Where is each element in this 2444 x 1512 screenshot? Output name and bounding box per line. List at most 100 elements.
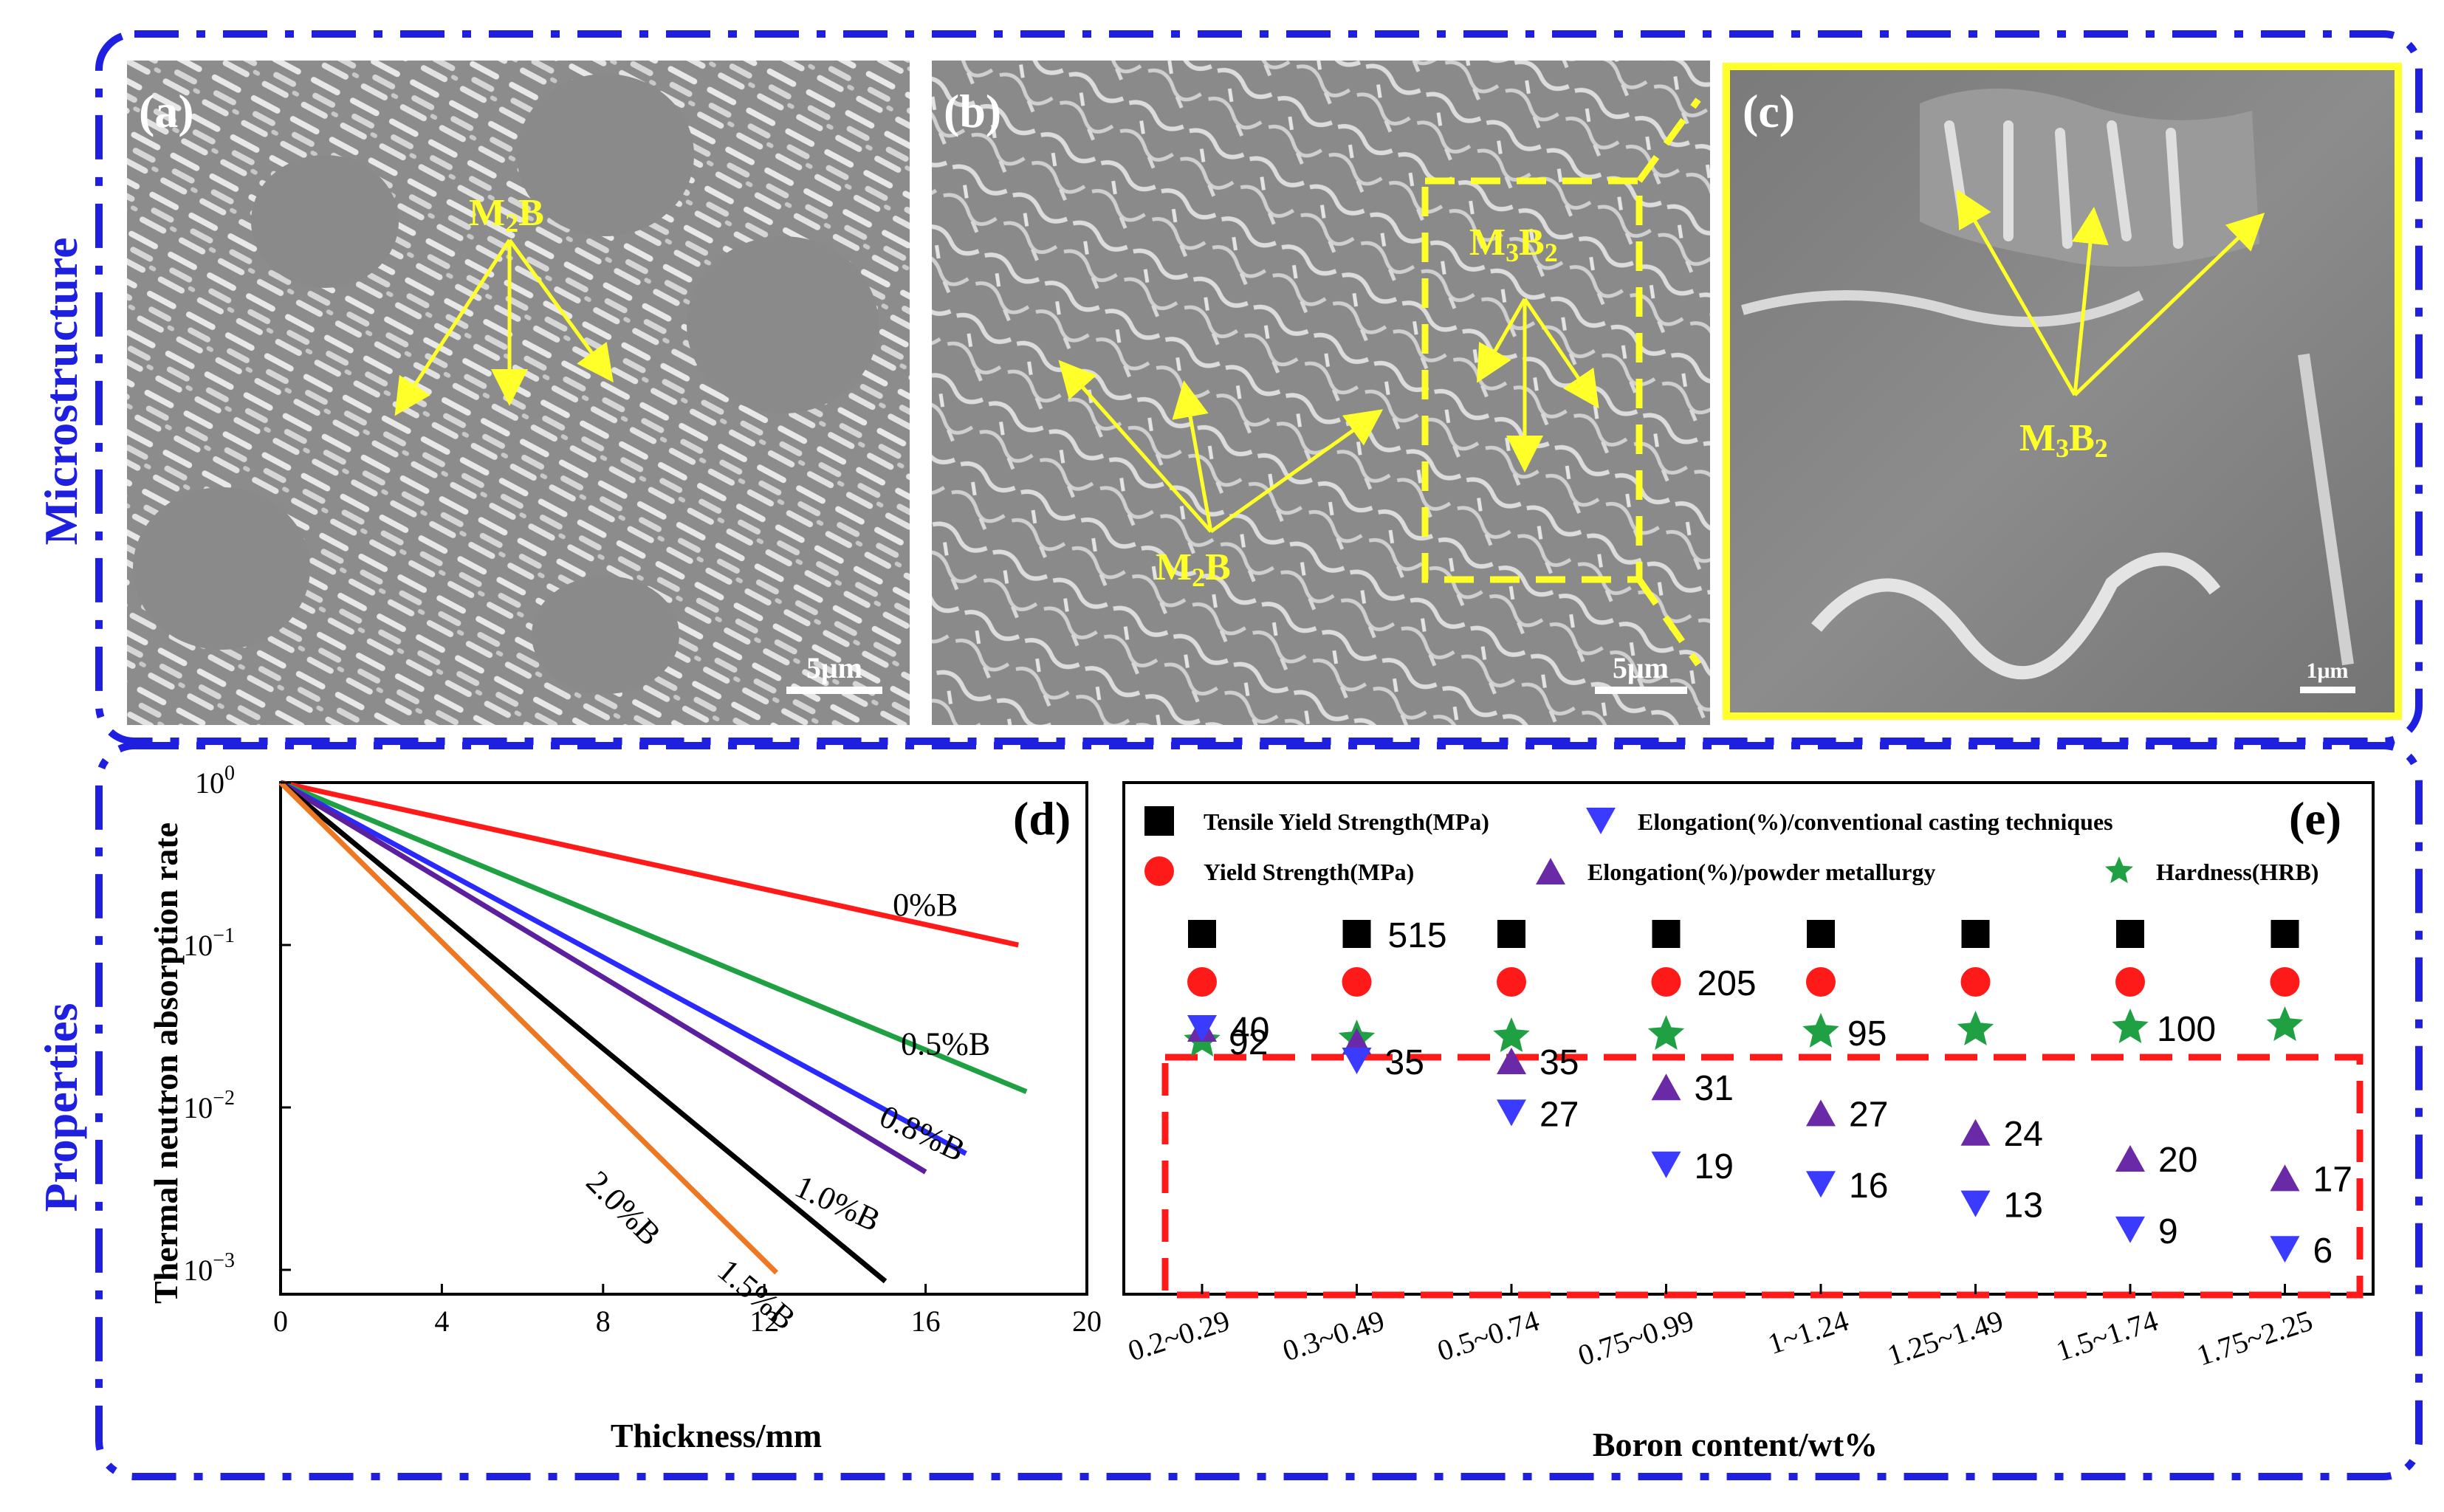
panel-e-tys-6 xyxy=(2116,920,2144,948)
panel-e-ys-0 xyxy=(1187,967,1217,997)
panel-e-elp-label-4: 27 xyxy=(1849,1095,1888,1134)
panel-c-phase-label: M3B2 xyxy=(2019,417,2108,463)
panel-e-elp-label-2: 35 xyxy=(1539,1043,1579,1082)
panel-e-hrb-label-0: 92 xyxy=(1229,1023,1268,1062)
panel-e-tys-0 xyxy=(1188,920,1216,948)
panel-e-hrb-label-6: 100 xyxy=(2157,1010,2216,1049)
panel-e-legend-ys: Yield Strength(MPa) xyxy=(1204,859,1414,885)
panel-e-elc-7 xyxy=(2270,1236,2300,1263)
panel-e-legend-marker-elc xyxy=(1586,808,1616,834)
panel-e-xtick-6: 1.5~1.74 xyxy=(2052,1304,2162,1368)
panel-b-phase2-label: M3B2 xyxy=(1469,221,1558,267)
panel-e-ys-7 xyxy=(2270,967,2300,997)
panel-e-elc-5 xyxy=(1960,1190,1991,1217)
panel-e-elc-label-6: 9 xyxy=(2158,1212,2178,1251)
panel-d-ytick-1: 10−1 xyxy=(183,924,235,962)
panel-b-micrograph: (b) M3B2 M2B 5μm xyxy=(932,61,1710,725)
panel-e-elc-label-7: 6 xyxy=(2313,1231,2333,1271)
panel-d-series-4 xyxy=(278,780,888,1284)
panel-e-elc-3 xyxy=(1651,1151,1681,1178)
panel-d-xtick-3: 12 xyxy=(749,1305,779,1338)
panel-e-chart: (e) Tensile Yield Strength(MPa) Elongatio… xyxy=(1122,781,2375,1463)
panel-e-tys-2 xyxy=(1497,920,1525,948)
panel-e-elc-1 xyxy=(1342,1048,1372,1074)
section-title-properties: Properties xyxy=(35,1003,87,1212)
panel-e-elp-7 xyxy=(2270,1164,2300,1192)
panel-e-elc-label-2: 27 xyxy=(1539,1095,1579,1134)
panel-d-ylabel: Thermal neutron absorption rate xyxy=(147,822,185,1304)
panel-c-scale-text: 1μm xyxy=(2307,659,2349,683)
panel-e-ys-3 xyxy=(1651,967,1681,997)
panel-e-xtick-3: 0.75~0.99 xyxy=(1574,1304,1698,1372)
panel-e-xtick-1: 0.3~0.49 xyxy=(1279,1304,1389,1368)
panel-d-xtick-5: 20 xyxy=(1072,1305,1102,1338)
panel-e-tys-3 xyxy=(1652,920,1681,948)
panel-e-elp-4 xyxy=(1806,1099,1836,1127)
panel-e-tys-7 xyxy=(2270,920,2299,948)
panel-c-arrow-left xyxy=(1957,189,2077,396)
panel-c-arrow-mid xyxy=(2072,207,2109,396)
panel-e-legend-hrb: Hardness(HRB) xyxy=(2156,859,2318,885)
panel-e-ys-2 xyxy=(1497,967,1526,997)
panel-b-scale-text: 5μm xyxy=(1613,651,1669,684)
panel-e-elp-label-0: 40 xyxy=(1230,1011,1269,1050)
panel-d-series-0 xyxy=(280,780,1019,948)
panel-e-legend-elp: Elongation(%)/powder metallurgy xyxy=(1587,859,1935,885)
panel-b-zoom-line-bottom xyxy=(1636,577,1701,667)
section-title-microstructure: Microstructure xyxy=(35,237,87,545)
panel-e-ys-6 xyxy=(2115,967,2145,997)
panel-e-xtick-4: 1~1.24 xyxy=(1764,1304,1853,1361)
panel-e-elp-label-6: 20 xyxy=(2158,1141,2197,1180)
panel-c-micrograph: (c) M3B2 1μm xyxy=(1723,63,2402,720)
panel-d-xtick-4: 16 xyxy=(911,1305,941,1338)
panel-e-elc-label-5: 13 xyxy=(2004,1186,2043,1226)
panel-e-elc-label-1: 35 xyxy=(1385,1043,1424,1082)
panel-d-xlabel: Thickness/mm xyxy=(611,1417,822,1454)
panel-e-ys-4 xyxy=(1806,967,1836,997)
panel-e-ys-1 xyxy=(1342,967,1372,997)
panel-e-frame xyxy=(1122,781,2375,1296)
panel-e-elc-label-3: 19 xyxy=(1695,1147,1734,1186)
panel-d-series-label-1: 0.5%B xyxy=(901,1026,990,1062)
panel-c-scale-bar xyxy=(2300,687,2355,693)
panel-c-label: (c) xyxy=(1743,85,1795,137)
panel-b-zoom-box xyxy=(1421,177,1643,583)
panel-e-elp-2 xyxy=(1497,1048,1526,1074)
panel-e-tys-1 xyxy=(1342,920,1371,948)
panel-e-tys-label-1: 515 xyxy=(1388,916,1447,955)
panel-e-hrb-4 xyxy=(1802,1013,1839,1048)
panel-e-elp-6 xyxy=(2115,1145,2145,1172)
panel-e-ys-5 xyxy=(1960,967,1991,997)
panel-e-xlabel: Boron content/wt% xyxy=(1593,1426,1878,1463)
panel-d-series-5 xyxy=(278,780,779,1275)
panel-e-elp-label-7: 17 xyxy=(2313,1160,2352,1199)
panel-a-scale-bar xyxy=(786,687,882,694)
panel-d-ytick-3: 10−3 xyxy=(183,1249,235,1287)
panel-e-elp-5 xyxy=(1960,1118,1991,1146)
panel-d-ytick-2: 10−2 xyxy=(183,1087,235,1124)
panel-b-zoom-line-top xyxy=(1636,97,1701,183)
panel-d-label: (d) xyxy=(1013,792,1071,845)
panel-a-arrow-right xyxy=(507,238,614,383)
panel-d-series-2 xyxy=(279,780,967,1156)
panel-e-elc-6 xyxy=(2115,1216,2145,1243)
panel-b-m2b-arrow-3 xyxy=(1209,409,1384,534)
panel-a-label: (a) xyxy=(139,85,194,137)
panel-e-xtick-7: 1.75~2.25 xyxy=(2193,1304,2317,1372)
panel-b-m2b-arrow-1 xyxy=(1058,360,1212,533)
panel-e-elc-0 xyxy=(1187,1015,1217,1042)
panel-d-frame xyxy=(279,781,1088,1296)
panel-e-xtick-2: 0.5~0.74 xyxy=(1433,1304,1543,1368)
panel-e-elp-label-3: 31 xyxy=(1695,1069,1734,1108)
panel-e-hrb-7 xyxy=(2266,1006,2304,1041)
panel-c-arrow-right xyxy=(2073,213,2265,396)
panel-a-arrow-left xyxy=(394,238,512,416)
panel-e-legend-elc: Elongation(%)/conventional casting techn… xyxy=(1638,808,2113,835)
panel-e-elc-label-4: 16 xyxy=(1849,1166,1888,1206)
panel-e-tys-4 xyxy=(1807,920,1835,948)
panel-b-m3b2-arrow-3 xyxy=(1523,298,1599,409)
panel-b-m3b2-arrow-1 xyxy=(1477,298,1527,383)
panel-e-legend-marker-ys xyxy=(1144,856,1174,886)
panel-e-hrb-3 xyxy=(1647,1015,1685,1050)
panel-e-legend-tys: Tensile Yield Strength(MPa) xyxy=(1204,808,1489,835)
